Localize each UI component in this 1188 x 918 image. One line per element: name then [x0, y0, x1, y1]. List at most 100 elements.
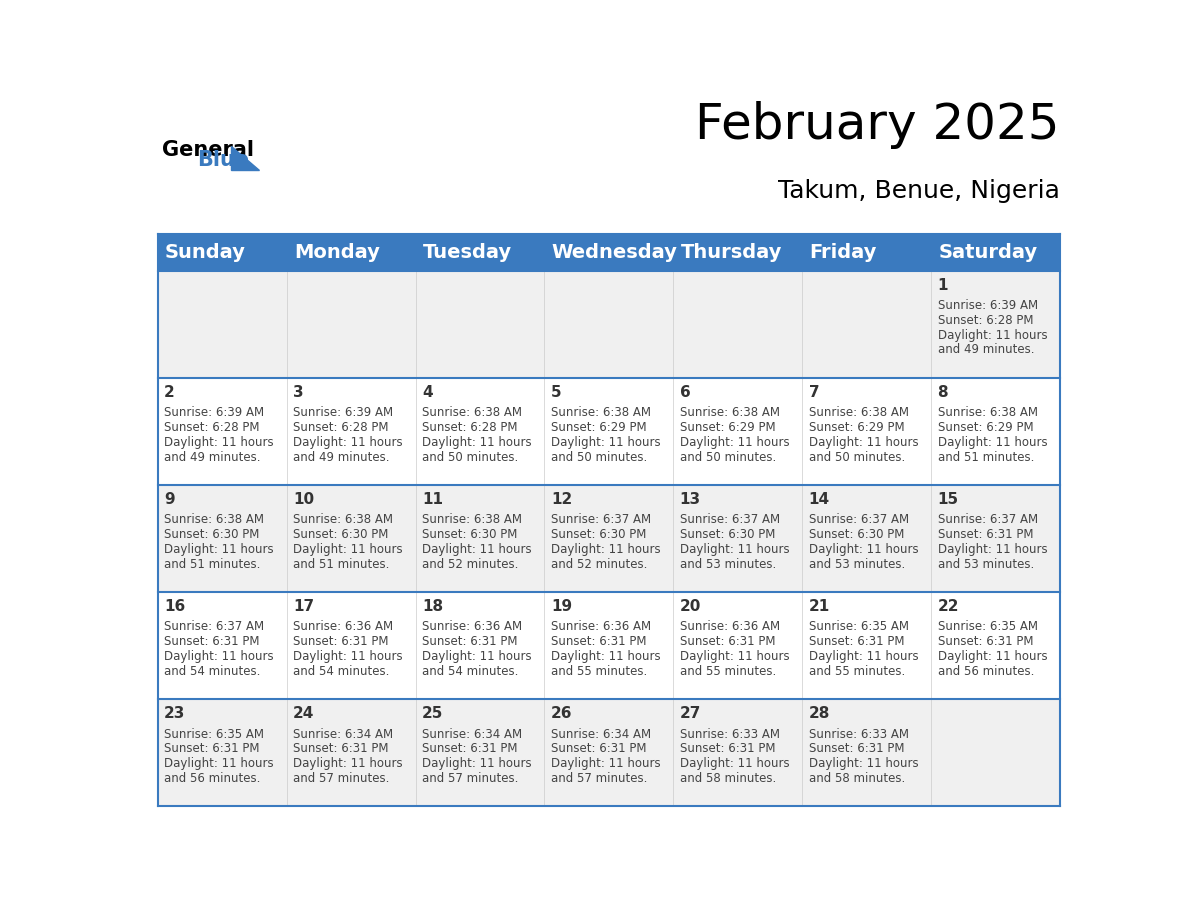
Text: 1: 1 [937, 277, 948, 293]
Bar [544, 485, 674, 592]
Bar [286, 378, 416, 485]
Text: 17: 17 [293, 599, 314, 614]
Text: and 53 minutes.: and 53 minutes. [680, 558, 776, 571]
Text: Daylight: 11 hours: Daylight: 11 hours [680, 650, 789, 663]
Text: 27: 27 [680, 706, 701, 722]
Text: Sunset: 6:31 PM: Sunset: 6:31 PM [164, 635, 260, 648]
Text: Sunrise: 6:34 AM: Sunrise: 6:34 AM [551, 728, 651, 741]
Text: Sunrise: 6:39 AM: Sunrise: 6:39 AM [164, 406, 264, 419]
Text: and 54 minutes.: and 54 minutes. [293, 665, 390, 677]
Text: Sunrise: 6:37 AM: Sunrise: 6:37 AM [809, 513, 909, 526]
Text: Sunset: 6:31 PM: Sunset: 6:31 PM [937, 635, 1034, 648]
Bar [931, 700, 1060, 806]
Text: Blue: Blue [197, 151, 249, 170]
Text: 19: 19 [551, 599, 571, 614]
Text: 28: 28 [809, 706, 830, 722]
Text: and 50 minutes.: and 50 minutes. [551, 451, 647, 464]
Text: Sunrise: 6:38 AM: Sunrise: 6:38 AM [164, 513, 264, 526]
Text: Sunrise: 6:38 AM: Sunrise: 6:38 AM [422, 513, 522, 526]
Text: Sunrise: 6:38 AM: Sunrise: 6:38 AM [809, 406, 909, 419]
Bar [931, 378, 1060, 485]
Bar [286, 700, 416, 806]
Text: Sunrise: 6:39 AM: Sunrise: 6:39 AM [937, 299, 1037, 312]
Bar [674, 378, 802, 485]
Bar [674, 485, 802, 592]
Text: 15: 15 [937, 492, 959, 507]
Bar [674, 271, 802, 378]
Text: 5: 5 [551, 385, 562, 400]
Text: 20: 20 [680, 599, 701, 614]
Text: Daylight: 11 hours: Daylight: 11 hours [809, 543, 918, 556]
Text: Sunrise: 6:37 AM: Sunrise: 6:37 AM [164, 621, 264, 633]
Text: Sunset: 6:30 PM: Sunset: 6:30 PM [164, 528, 259, 541]
Text: and 51 minutes.: and 51 minutes. [937, 451, 1034, 464]
Bar [286, 485, 416, 592]
Bar [802, 592, 931, 700]
Text: 26: 26 [551, 706, 573, 722]
Text: Daylight: 11 hours: Daylight: 11 hours [809, 757, 918, 770]
Text: and 57 minutes.: and 57 minutes. [293, 772, 390, 785]
Text: Sunset: 6:31 PM: Sunset: 6:31 PM [809, 635, 904, 648]
Text: 24: 24 [293, 706, 315, 722]
Text: and 57 minutes.: and 57 minutes. [551, 772, 647, 785]
Text: Sunset: 6:31 PM: Sunset: 6:31 PM [680, 635, 776, 648]
Text: Daylight: 11 hours: Daylight: 11 hours [164, 757, 273, 770]
Bar [416, 378, 544, 485]
Text: 7: 7 [809, 385, 820, 400]
Text: 8: 8 [937, 385, 948, 400]
Bar [802, 485, 931, 592]
Bar [674, 592, 802, 700]
Bar [286, 271, 416, 378]
Text: and 55 minutes.: and 55 minutes. [680, 665, 776, 677]
Bar [416, 485, 544, 592]
Text: Sunset: 6:31 PM: Sunset: 6:31 PM [164, 743, 260, 756]
Text: Sunset: 6:31 PM: Sunset: 6:31 PM [293, 743, 388, 756]
Bar [544, 592, 674, 700]
Text: Friday: Friday [809, 242, 877, 262]
Text: and 53 minutes.: and 53 minutes. [937, 558, 1034, 571]
Bar [674, 700, 802, 806]
Bar [931, 271, 1060, 378]
Text: Daylight: 11 hours: Daylight: 11 hours [164, 436, 273, 449]
Text: and 56 minutes.: and 56 minutes. [937, 665, 1034, 677]
Text: 14: 14 [809, 492, 829, 507]
Text: Daylight: 11 hours: Daylight: 11 hours [164, 543, 273, 556]
Text: Sunset: 6:29 PM: Sunset: 6:29 PM [551, 420, 646, 434]
Text: Daylight: 11 hours: Daylight: 11 hours [680, 757, 789, 770]
Text: Sunset: 6:28 PM: Sunset: 6:28 PM [293, 420, 388, 434]
Bar [158, 234, 1060, 271]
Text: 4: 4 [422, 385, 432, 400]
Text: Sunset: 6:31 PM: Sunset: 6:31 PM [551, 635, 646, 648]
Text: and 55 minutes.: and 55 minutes. [809, 665, 905, 677]
Text: 12: 12 [551, 492, 573, 507]
Text: Sunrise: 6:37 AM: Sunrise: 6:37 AM [551, 513, 651, 526]
Text: Daylight: 11 hours: Daylight: 11 hours [293, 543, 403, 556]
Text: Sunset: 6:30 PM: Sunset: 6:30 PM [809, 528, 904, 541]
Bar [544, 700, 674, 806]
Text: Sunrise: 6:35 AM: Sunrise: 6:35 AM [937, 621, 1037, 633]
Text: Sunset: 6:31 PM: Sunset: 6:31 PM [937, 528, 1034, 541]
Text: Daylight: 11 hours: Daylight: 11 hours [937, 329, 1047, 341]
Text: Daylight: 11 hours: Daylight: 11 hours [551, 650, 661, 663]
Text: Daylight: 11 hours: Daylight: 11 hours [937, 543, 1047, 556]
Bar [158, 378, 286, 485]
Text: and 56 minutes.: and 56 minutes. [164, 772, 260, 785]
Text: and 50 minutes.: and 50 minutes. [809, 451, 905, 464]
Text: 11: 11 [422, 492, 443, 507]
Text: Tuesday: Tuesday [423, 242, 512, 262]
Bar [158, 700, 286, 806]
Text: 10: 10 [293, 492, 314, 507]
Text: Sunrise: 6:38 AM: Sunrise: 6:38 AM [293, 513, 393, 526]
Text: Sunrise: 6:38 AM: Sunrise: 6:38 AM [422, 406, 522, 419]
Text: Sunrise: 6:33 AM: Sunrise: 6:33 AM [680, 728, 779, 741]
Text: Sunset: 6:29 PM: Sunset: 6:29 PM [937, 420, 1034, 434]
Text: Sunset: 6:30 PM: Sunset: 6:30 PM [551, 528, 646, 541]
Text: 23: 23 [164, 706, 185, 722]
Text: 16: 16 [164, 599, 185, 614]
Text: Sunrise: 6:35 AM: Sunrise: 6:35 AM [809, 621, 909, 633]
Text: Sunrise: 6:39 AM: Sunrise: 6:39 AM [293, 406, 393, 419]
Text: Daylight: 11 hours: Daylight: 11 hours [422, 436, 531, 449]
Text: 21: 21 [809, 599, 830, 614]
Text: Sunrise: 6:33 AM: Sunrise: 6:33 AM [809, 728, 909, 741]
Text: Sunset: 6:30 PM: Sunset: 6:30 PM [293, 528, 388, 541]
